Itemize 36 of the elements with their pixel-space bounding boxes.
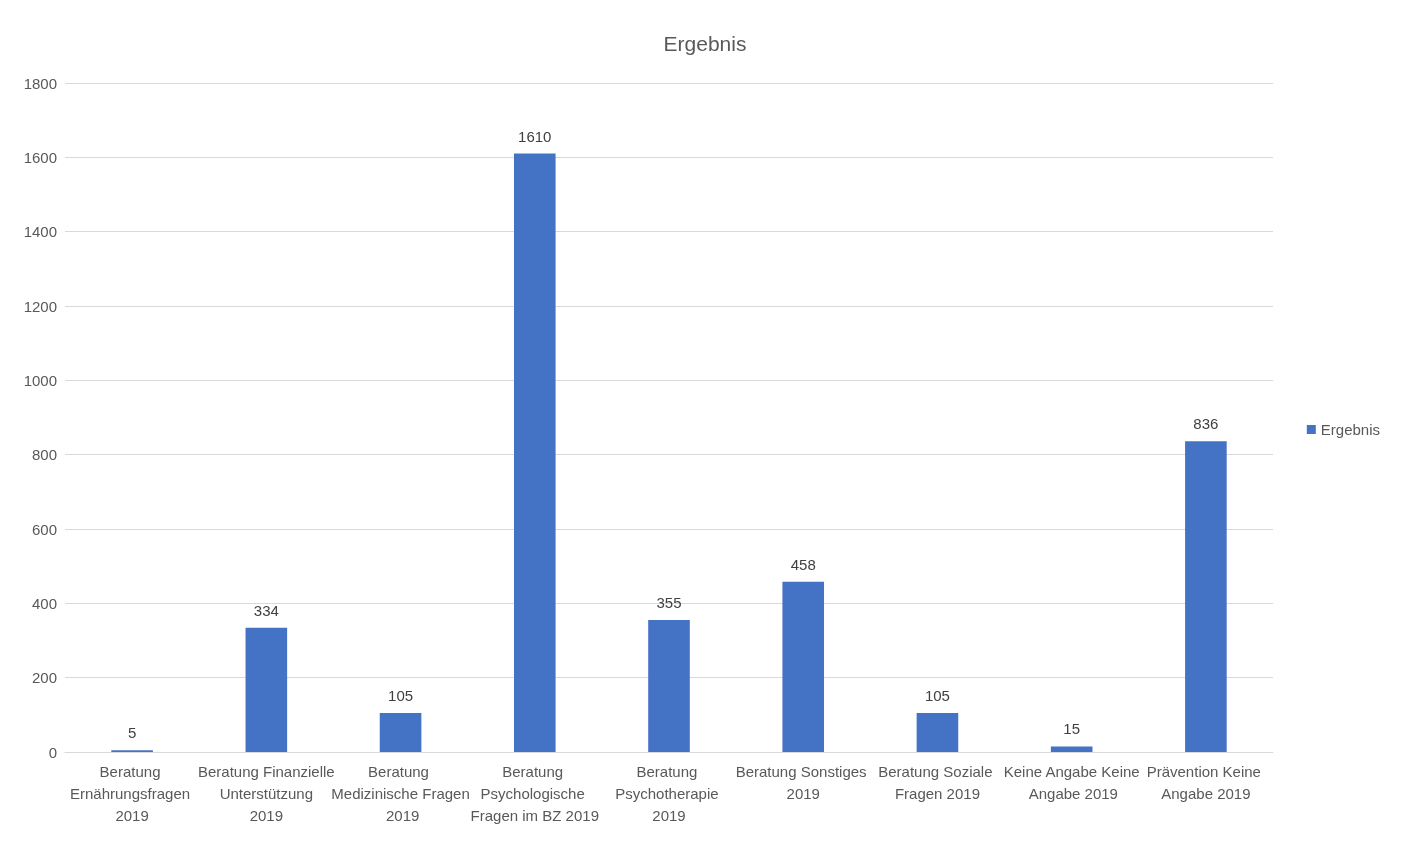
chart-title: Ergebnis <box>663 32 747 55</box>
data-label: 458 <box>790 555 816 573</box>
bar <box>379 712 422 752</box>
y-tick-label: 400 <box>31 594 57 612</box>
bar <box>513 153 556 752</box>
data-label: 105 <box>924 686 950 704</box>
bar <box>1185 441 1227 752</box>
x-tick-label: Beratung Soziale Fragen 2019 <box>878 762 997 802</box>
y-tick-label: 600 <box>31 520 57 538</box>
x-tick-label: Beratung Sonstiges 2019 <box>735 762 871 802</box>
x-tick-label: Beratung Psychologische Fragen im BZ 2019 <box>470 762 599 824</box>
y-tick-label: 1800 <box>23 74 57 92</box>
data-label: 836 <box>1193 415 1219 433</box>
data-label: 15 <box>1063 720 1081 738</box>
x-tick-label: Beratung Ernährungsfragen 2019 <box>69 762 195 824</box>
data-label: 355 <box>656 594 682 612</box>
bar <box>782 581 825 752</box>
bar <box>648 620 690 752</box>
y-tick-label: 800 <box>31 446 57 464</box>
y-tick-label: 1600 <box>23 148 57 166</box>
x-tick-label: Keine Angabe Keine Angabe 2019 <box>1003 762 1140 802</box>
legend-label: Ergebnis <box>1320 421 1380 438</box>
y-tick-label: 200 <box>31 669 57 687</box>
data-label: 1610 <box>518 127 552 145</box>
data-label: 5 <box>127 724 137 742</box>
bar <box>916 712 959 752</box>
data-label: 334 <box>253 601 279 619</box>
y-tick-label: 1000 <box>23 371 57 389</box>
y-tick-label: 1400 <box>23 223 57 241</box>
bar <box>1050 746 1093 752</box>
x-tick-label: Beratung Psychotherapie 2019 <box>615 762 723 824</box>
y-tick-label: 0 <box>48 743 57 761</box>
bar <box>245 627 288 752</box>
data-label: 105 <box>388 686 414 704</box>
x-tick-label: Prävention Keine Angabe 2019 <box>1146 762 1266 802</box>
y-tick-label: 1200 <box>23 297 57 315</box>
